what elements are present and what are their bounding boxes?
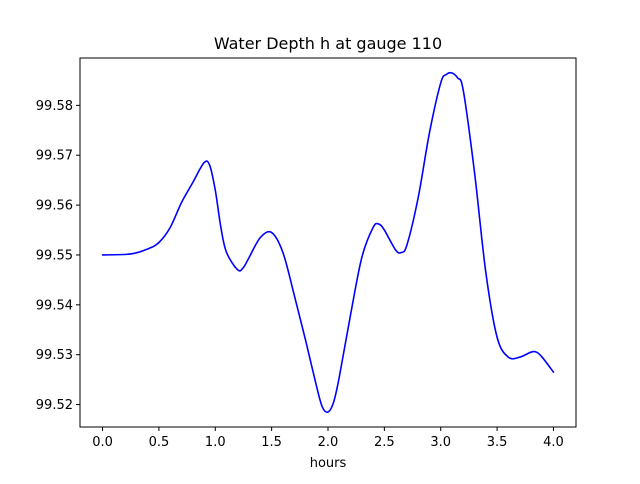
- y-tick-label: 99.57: [36, 149, 73, 164]
- x-tick-label: 0.0: [92, 435, 113, 450]
- y-tick-label: 99.58: [36, 99, 73, 114]
- x-tick-label: 4.0: [543, 435, 564, 450]
- x-tick-label: 3.5: [487, 435, 508, 450]
- plot-area: 0.0 0.5 1.0 1.5 2.0 2.5 3.0 3.5 4.0 99.52 99.53 99.…: [36, 57, 577, 450]
- y-tick-label: 99.55: [36, 248, 73, 263]
- x-tick-label: 3.0: [430, 435, 451, 450]
- x-tick-label: 2.5: [374, 435, 395, 450]
- y-tick-label: 99.56: [36, 199, 73, 214]
- x-tick-label: 2.0: [318, 435, 339, 450]
- x-tick-label: 0.5: [149, 435, 170, 450]
- x-axis-label: hours: [310, 456, 347, 471]
- y-tick-label: 99.53: [36, 348, 73, 363]
- x-tick-label: 1.0: [205, 435, 226, 450]
- chart-title: Water Depth h at gauge 110: [214, 34, 442, 53]
- y-tick-label: 99.52: [36, 398, 73, 413]
- series-line-0: [101, 71, 555, 414]
- y-tick-label: 99.54: [36, 298, 73, 313]
- x-tick-label: 1.5: [261, 435, 282, 450]
